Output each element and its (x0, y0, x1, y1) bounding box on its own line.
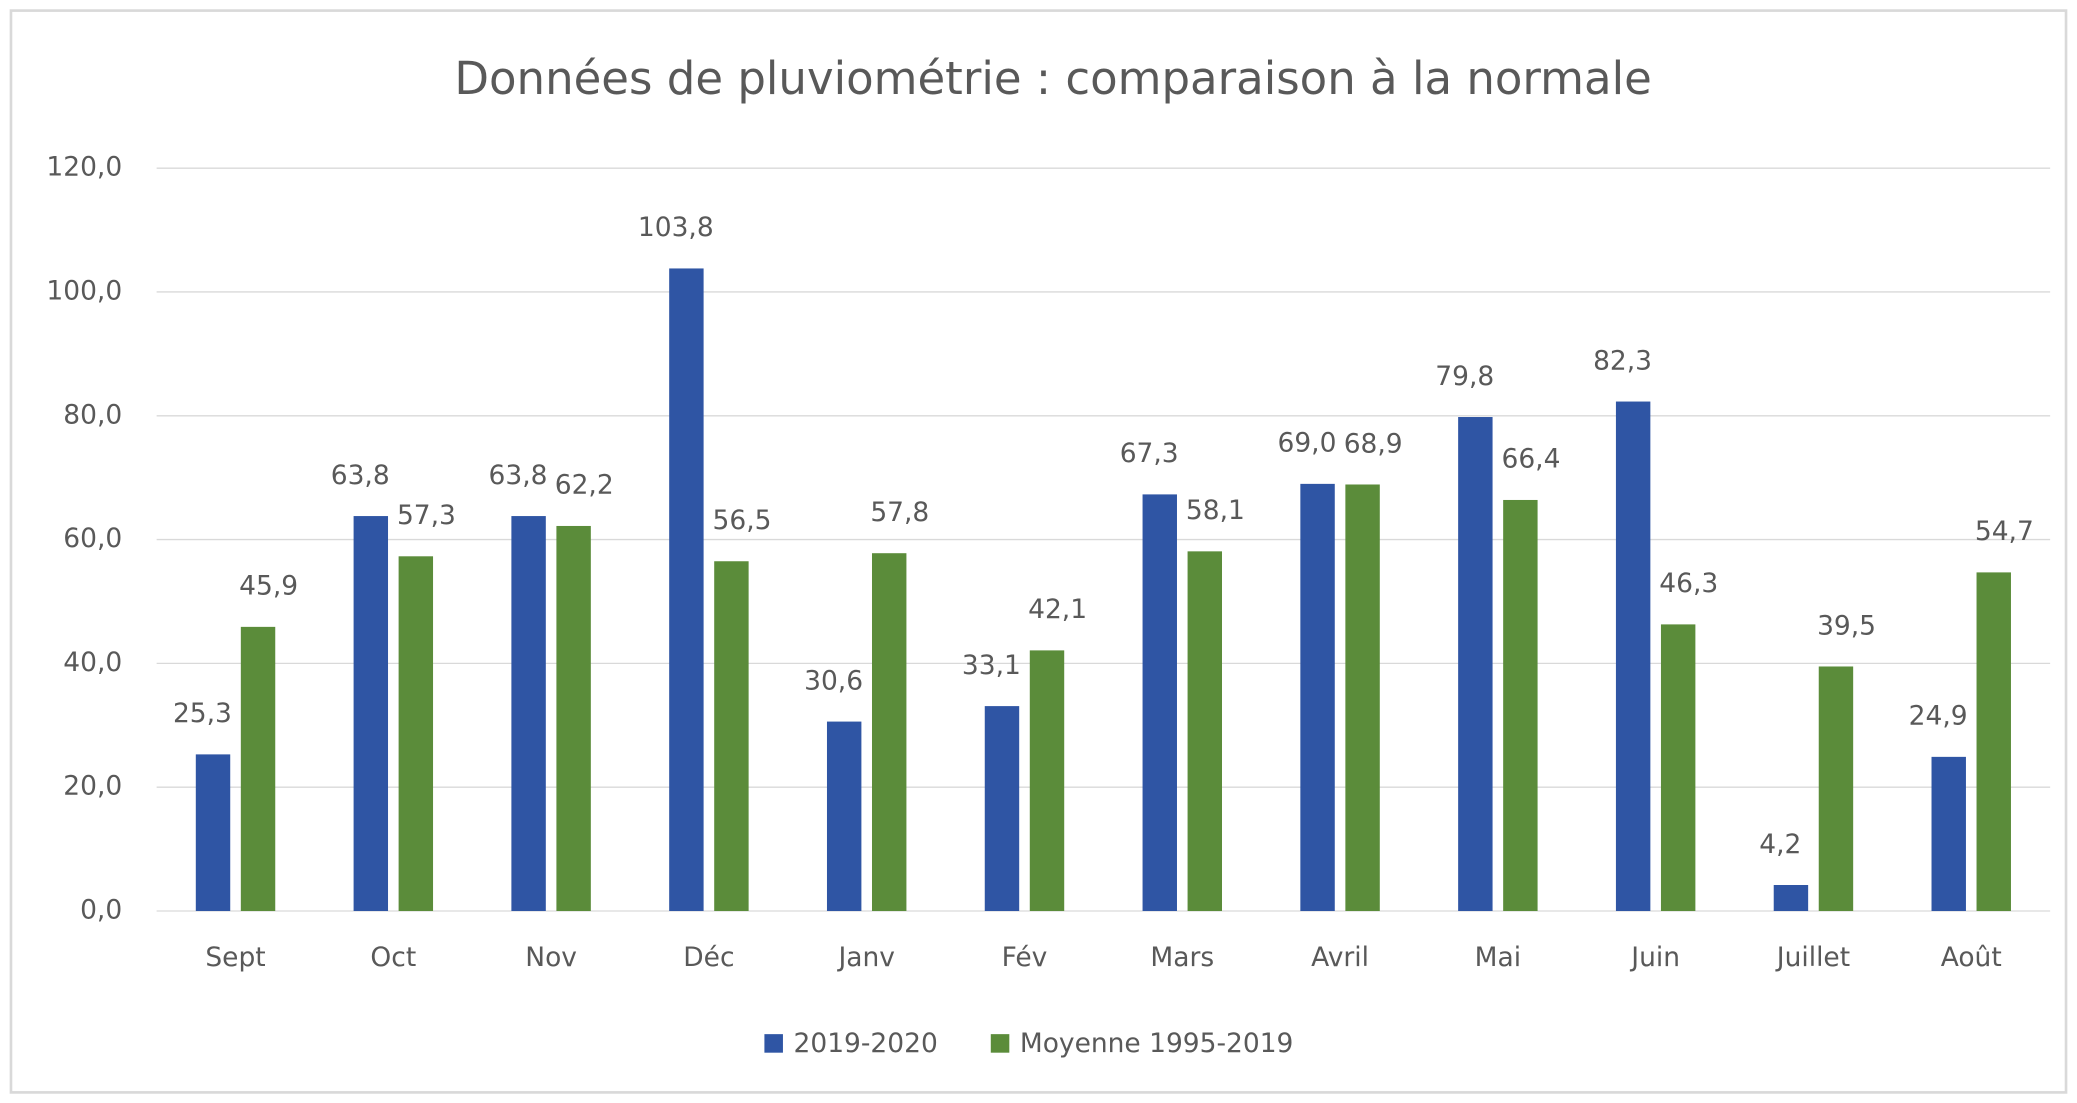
chart-frame (9, 9, 2068, 1094)
data-label: 79,8 (1435, 361, 1494, 392)
y-tick-label: 20,0 (63, 771, 122, 802)
data-label: 42,1 (1028, 594, 1087, 625)
data-label: 66,4 (1501, 444, 1560, 475)
y-tick-label: 40,0 (63, 647, 122, 678)
bar (1503, 499, 1538, 912)
legend-label: Moyenne 1995-2019 (1020, 1028, 1294, 1059)
bar (669, 268, 704, 912)
data-label: 54,7 (1975, 516, 2034, 547)
bar (714, 561, 749, 912)
x-tick-label: Déc (683, 942, 734, 973)
data-label: 63,8 (331, 460, 390, 491)
bar (1187, 551, 1223, 912)
y-tick-label: 80,0 (63, 399, 122, 430)
legend-swatch (764, 1034, 783, 1053)
data-label: 68,9 (1344, 428, 1403, 459)
data-label: 58,1 (1186, 495, 1245, 526)
x-tick-label: Nov (525, 942, 577, 973)
bar (1029, 650, 1065, 912)
y-tick-label: 0,0 (80, 895, 122, 926)
chart-title: Données de pluviométrie : comparaison à … (454, 52, 1651, 105)
data-label: 45,9 (239, 571, 298, 602)
x-tick-label: Août (1941, 942, 2002, 973)
bar (1976, 572, 2011, 912)
y-tick-label: 120,0 (46, 152, 122, 183)
bar (1458, 417, 1493, 912)
bar (1345, 484, 1380, 912)
data-label: 103,8 (638, 212, 714, 243)
bar (398, 556, 434, 912)
data-label: 67,3 (1120, 438, 1179, 469)
bar (826, 721, 862, 912)
data-label: 63,8 (489, 460, 548, 491)
legend-label: 2019-2020 (794, 1028, 938, 1059)
bar (871, 553, 907, 912)
bar (240, 626, 276, 912)
bar (1818, 666, 1854, 912)
data-label: 30,6 (804, 665, 863, 696)
data-label: 56,5 (713, 505, 772, 536)
y-tick-label: 100,0 (46, 275, 122, 306)
data-label: 57,3 (397, 500, 456, 531)
data-label: 69,0 (1277, 428, 1336, 459)
data-label: 82,3 (1593, 345, 1652, 376)
data-label: 57,8 (870, 497, 929, 528)
bar (1142, 494, 1177, 912)
x-tick-label: Juillet (1775, 942, 1850, 973)
data-label: 4,2 (1759, 829, 1801, 860)
bar (353, 516, 389, 912)
bar (1931, 756, 1966, 912)
y-tick-label: 60,0 (63, 523, 122, 554)
data-label: 46,3 (1659, 568, 1718, 599)
x-tick-label: Juin (1629, 942, 1680, 973)
bar (511, 516, 546, 912)
x-tick-label: Avril (1311, 942, 1369, 973)
x-tick-label: Oct (370, 942, 416, 973)
data-label: 39,5 (1817, 610, 1876, 641)
x-tick-label: Janv (836, 942, 894, 973)
bar (1773, 885, 1809, 912)
x-tick-label: Mars (1150, 942, 1214, 973)
bar (195, 754, 231, 912)
legend-swatch (990, 1034, 1010, 1053)
data-label: 33,1 (962, 650, 1021, 681)
data-label: 25,3 (173, 698, 232, 729)
data-label: 24,9 (1909, 701, 1968, 732)
x-tick-label: Sept (205, 942, 265, 973)
data-label: 62,2 (555, 470, 614, 501)
bar (1660, 624, 1696, 912)
bar (1615, 401, 1651, 912)
bar (556, 525, 591, 912)
x-tick-label: Fév (1002, 942, 1048, 973)
bar (984, 706, 1020, 912)
bar (1300, 483, 1335, 912)
x-tick-label: Mai (1475, 942, 1521, 973)
